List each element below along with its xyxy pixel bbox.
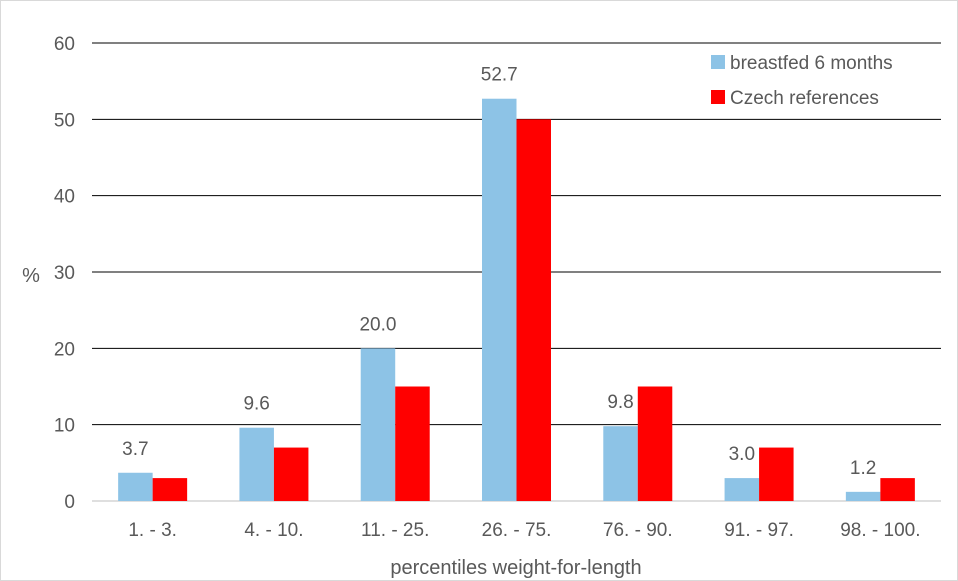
bar-czech-references [152, 478, 188, 501]
data-label: 3.0 [729, 444, 755, 465]
bar-breastfed [724, 478, 760, 501]
legend: breastfed 6 months Czech references [711, 53, 893, 109]
x-axis-label: percentiles weight-for-length [390, 557, 641, 579]
data-label: 3.7 [122, 439, 148, 460]
data-label: 9.8 [607, 392, 633, 413]
bar-czech-references [759, 447, 794, 501]
legend-swatch [711, 90, 725, 104]
bar-czech-references [273, 447, 309, 501]
x-tick-label: 1. - 3. [128, 520, 177, 541]
x-tick-label: 4. - 10. [244, 520, 303, 541]
legend-swatch [711, 55, 725, 69]
bar-breastfed [845, 491, 881, 501]
y-axis-label: % [22, 265, 40, 287]
bars [118, 98, 915, 502]
data-label: 1.2 [850, 458, 876, 479]
x-tick-label: 91. - 97. [724, 520, 794, 541]
y-tick-label: 50 [54, 110, 75, 131]
y-tick-label: 10 [54, 416, 75, 437]
y-tick-label: 40 [54, 187, 75, 208]
bar-czech-references [516, 119, 551, 501]
y-tick-label: 0 [64, 492, 75, 513]
y-tick-labels: 0 10 20 30 40 50 60 [54, 34, 75, 513]
bar-breastfed [118, 472, 153, 501]
bar-czech-references [637, 386, 673, 501]
data-label: 20.0 [359, 314, 396, 335]
bar-breastfed [603, 426, 638, 501]
bar-breastfed [360, 348, 396, 501]
x-tick-label: 11. - 25. [361, 520, 429, 541]
data-labels: 3.7 9.6 20.0 52.7 9.8 3.0 1.2 [122, 65, 876, 479]
x-tick-label: 26. - 75. [482, 520, 552, 541]
x-tick-labels: 1. - 3. 4. - 10. 11. - 25. 26. - 75. 76. - 9… [128, 520, 920, 541]
x-tick-label: 98. - 100. [840, 520, 920, 541]
y-tick-label: 60 [54, 34, 75, 55]
y-tick-label: 20 [54, 339, 75, 360]
legend-label: breastfed 6 months [730, 53, 893, 74]
bar-czech-references [880, 478, 915, 501]
bar-breastfed [239, 427, 274, 501]
y-tick-label: 30 [54, 263, 75, 284]
bar-breastfed [482, 98, 517, 502]
data-label: 9.6 [243, 394, 269, 415]
x-tick-label: 76. - 90. [603, 520, 673, 541]
bar-czech-references [395, 386, 430, 501]
data-label: 52.7 [481, 65, 518, 86]
legend-label: Czech references [730, 88, 879, 109]
